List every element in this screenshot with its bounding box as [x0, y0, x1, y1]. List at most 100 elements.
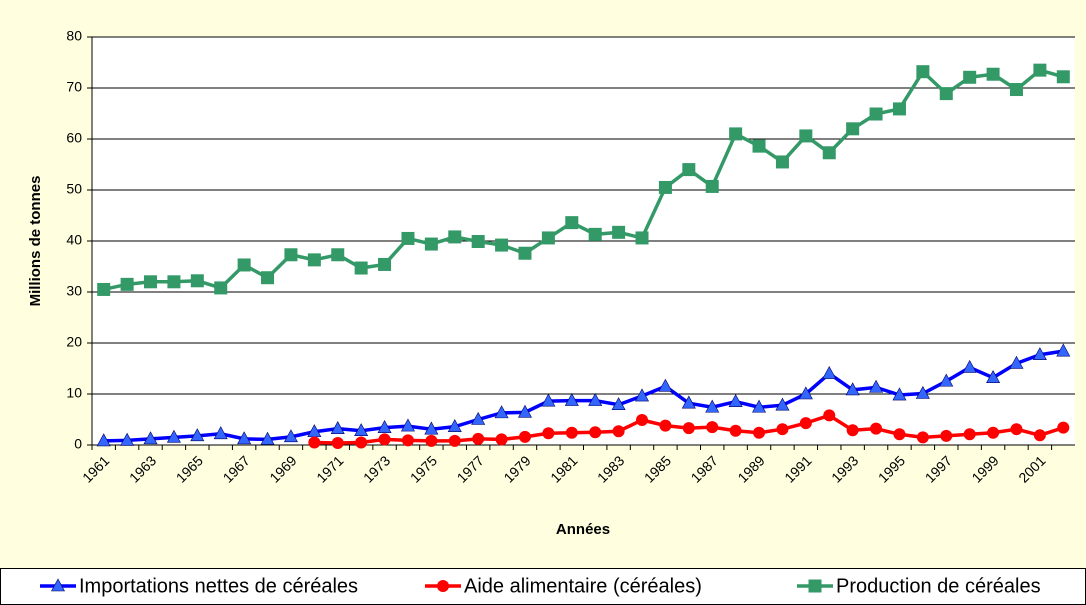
legend-marker: [808, 579, 822, 593]
data-point: [401, 231, 415, 245]
data-point: [471, 235, 485, 249]
data-point: [986, 370, 1001, 383]
legend-label: Aide alimentaire (céréales): [464, 575, 702, 597]
data-point: [869, 379, 884, 393]
data-point: [987, 426, 1000, 439]
data-point: [612, 425, 625, 438]
data-point: [869, 107, 883, 121]
data-point: [636, 414, 649, 427]
data-point: [916, 431, 929, 444]
data-point: [962, 359, 977, 373]
data-point: [143, 431, 158, 445]
legend-marker: [50, 578, 66, 592]
data-point: [1056, 343, 1071, 357]
data-point: [144, 275, 158, 289]
y-axis-title: Millions de tonnes: [27, 176, 44, 307]
data-point: [261, 271, 275, 285]
y-tick-label: 0: [74, 436, 82, 452]
data-point: [682, 422, 695, 435]
data-point: [658, 378, 673, 392]
data-point: [635, 231, 649, 245]
data-point: [729, 424, 742, 437]
data-point: [892, 387, 907, 401]
data-point: [635, 388, 650, 402]
data-point: [611, 397, 626, 411]
data-point: [799, 417, 812, 430]
data-point: [658, 180, 672, 194]
data-point: [355, 436, 368, 449]
data-point: [940, 429, 953, 442]
data-point: [1032, 347, 1047, 361]
data-point: [354, 261, 368, 275]
data-point: [1056, 70, 1070, 84]
data-point: [659, 419, 672, 432]
data-point: [331, 436, 344, 449]
data-point: [494, 405, 509, 419]
data-point: [97, 282, 111, 296]
y-tick-label: 50: [66, 181, 82, 197]
data-point: [799, 129, 813, 143]
data-point: [518, 430, 531, 443]
data-point: [1057, 421, 1070, 434]
data-point: [729, 127, 743, 141]
y-tick-label: 80: [66, 28, 82, 44]
data-point: [822, 146, 836, 160]
data-point: [284, 248, 298, 262]
data-point: [96, 433, 111, 447]
data-point: [471, 411, 486, 425]
data-point: [400, 418, 415, 432]
data-point: [190, 428, 205, 442]
data-point: [495, 433, 508, 446]
data-point: [237, 258, 251, 272]
data-point: [681, 395, 696, 409]
data-point: [354, 423, 369, 437]
y-tick-label: 70: [66, 79, 82, 95]
data-point: [845, 382, 860, 396]
legend-label: Importations nettes de céréales: [79, 575, 358, 597]
data-point: [775, 155, 789, 169]
y-tick-label: 10: [66, 385, 82, 401]
data-point: [472, 432, 485, 445]
data-point: [517, 404, 532, 418]
data-point: [752, 139, 766, 153]
data-point: [378, 257, 392, 271]
data-point: [1009, 355, 1024, 369]
data-point: [448, 434, 461, 447]
data-point: [705, 399, 720, 413]
data-point: [798, 386, 813, 400]
data-point: [378, 433, 391, 446]
data-point: [190, 274, 204, 288]
data-point: [823, 409, 836, 422]
y-tick-label: 20: [66, 334, 82, 350]
data-point: [237, 431, 252, 445]
data-point: [541, 393, 556, 407]
data-point: [1009, 83, 1023, 97]
data-point: [377, 420, 392, 433]
data-point: [589, 426, 602, 439]
data-point: [283, 429, 298, 443]
data-point: [1033, 63, 1047, 77]
data-point: [1010, 423, 1023, 436]
data-point: [752, 399, 767, 413]
data-point: [401, 434, 414, 447]
data-point: [120, 432, 135, 446]
data-point: [893, 428, 906, 441]
data-point: [986, 67, 1000, 81]
data-point: [308, 436, 321, 449]
data-point: [167, 275, 181, 289]
data-point: [120, 277, 134, 291]
data-point: [963, 428, 976, 441]
x-axis-title: Années: [556, 521, 610, 538]
data-point: [588, 393, 603, 406]
data-point: [753, 426, 766, 439]
data-point: [706, 421, 719, 434]
legend-label: Production de céréales: [836, 575, 1041, 597]
y-tick-label: 60: [66, 130, 82, 146]
data-point: [565, 216, 579, 230]
data-point: [822, 365, 837, 379]
data-point: [682, 163, 696, 177]
data-point: [448, 230, 462, 244]
data-point: [870, 422, 883, 435]
data-point: [728, 394, 743, 407]
data-point: [916, 65, 930, 79]
